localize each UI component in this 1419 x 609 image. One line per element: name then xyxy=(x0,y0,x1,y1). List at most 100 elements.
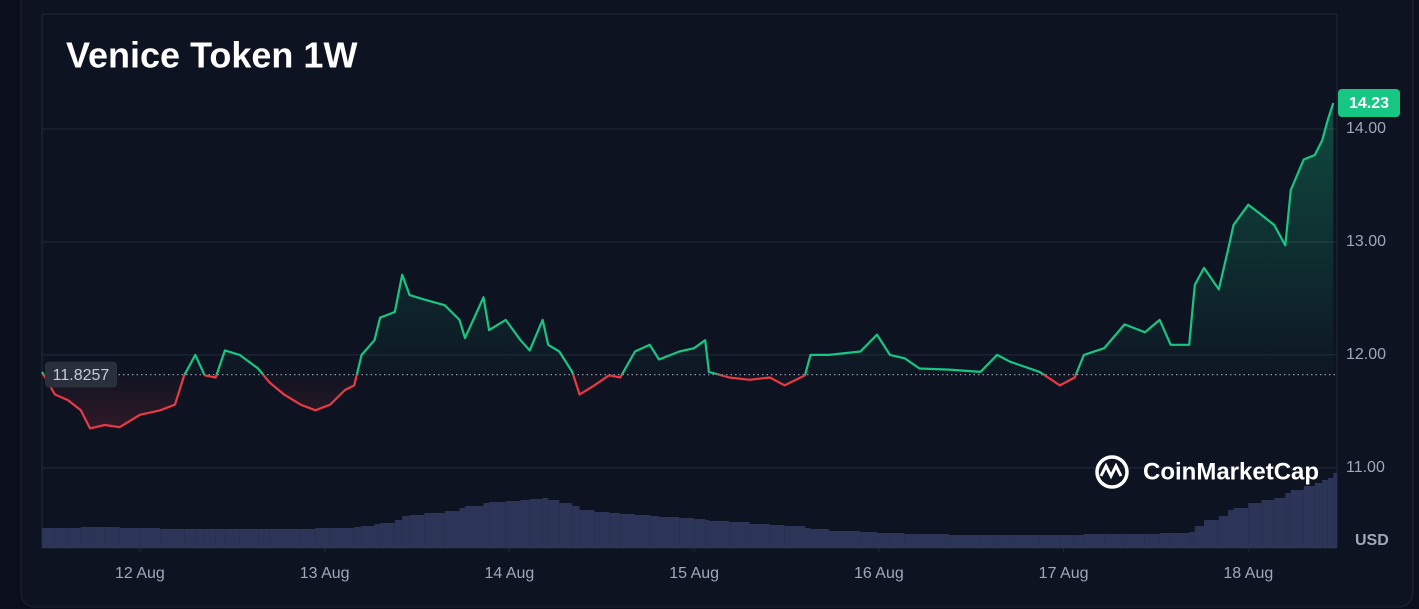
volume-bar xyxy=(361,526,375,548)
plot: 11.8257 14.23 xyxy=(41,88,1400,430)
volume-bar xyxy=(184,529,196,548)
last-price-label: 14.23 xyxy=(1349,95,1389,112)
volume-bar xyxy=(1104,534,1125,548)
volume-bar xyxy=(1327,478,1334,548)
volume-bar xyxy=(344,528,355,548)
volume-bar xyxy=(424,513,445,548)
volume-bar xyxy=(804,528,811,548)
volume-bar xyxy=(1274,498,1286,548)
x-tick-label: 12 Aug xyxy=(115,565,165,582)
volume-bar xyxy=(904,534,920,548)
volume-bar xyxy=(1218,516,1229,548)
volume-bar xyxy=(1010,535,1040,548)
volume-bar xyxy=(1248,503,1262,548)
watermark: CoinMarketCap xyxy=(1143,458,1319,485)
volume-bar xyxy=(1228,510,1234,548)
volume xyxy=(42,473,1337,548)
volume-bar xyxy=(997,535,1011,548)
volume-bar xyxy=(54,528,68,548)
volume-bar xyxy=(635,515,650,548)
volume-bar xyxy=(80,527,91,548)
volume-bar xyxy=(749,524,770,548)
volume-bar xyxy=(1333,473,1337,548)
volume-bar xyxy=(330,528,345,548)
volume-bar xyxy=(649,516,660,548)
volume-bar xyxy=(980,535,998,548)
volume-bar xyxy=(520,500,530,548)
volume-bar xyxy=(949,535,981,548)
volume-bar xyxy=(860,532,878,548)
volume-bar xyxy=(90,527,105,548)
x-tick-label: 15 Aug xyxy=(669,565,719,582)
volume-bar xyxy=(258,529,270,548)
volume-bar xyxy=(889,533,905,548)
card xyxy=(20,0,1414,608)
volume-bar xyxy=(609,513,621,548)
x-tick-label: 13 Aug xyxy=(300,565,350,582)
volume-bar xyxy=(1285,493,1291,548)
x-tick-label: 18 Aug xyxy=(1223,565,1273,582)
volume-bar xyxy=(1290,490,1304,548)
x-tick-label: 17 Aug xyxy=(1039,565,1089,582)
volume-bar xyxy=(1039,535,1060,548)
volume-bar xyxy=(1124,534,1145,548)
volume-bar xyxy=(300,529,316,548)
x-tick-label: 16 Aug xyxy=(854,565,904,582)
volume-bar xyxy=(729,522,750,548)
volume-bar xyxy=(505,501,521,548)
volume-bar xyxy=(465,506,484,548)
volume-bar xyxy=(542,498,549,548)
reference-label: 11.8257 xyxy=(53,367,110,384)
price-line xyxy=(41,102,1335,430)
volume-bar xyxy=(380,523,395,548)
volume-bar xyxy=(559,503,573,548)
volume-bar xyxy=(810,529,829,548)
volume-bar xyxy=(215,529,225,548)
reference-label-box xyxy=(45,361,117,388)
volume-bar xyxy=(572,506,580,548)
volume-bar xyxy=(175,529,185,548)
y-tick-label: 14.00 xyxy=(1346,120,1386,137)
volume-bar xyxy=(1083,534,1105,548)
volume-bar xyxy=(705,520,709,548)
volume-bar xyxy=(694,519,706,548)
volume-bar xyxy=(269,529,285,548)
volume-bar xyxy=(1074,535,1084,548)
volume-bar xyxy=(1189,532,1195,548)
volume-bar xyxy=(354,527,362,548)
chart-title: Venice Token 1W xyxy=(66,35,357,76)
volume-bar xyxy=(119,528,140,548)
volume-bar xyxy=(483,503,490,548)
volume-bar xyxy=(204,529,216,548)
volume-bar xyxy=(1170,533,1190,548)
volume-bar xyxy=(402,516,410,548)
volume-bar xyxy=(139,528,161,548)
volume-bar xyxy=(1159,533,1171,548)
watermark-logo xyxy=(1095,455,1129,489)
volume-bar xyxy=(1059,535,1075,548)
volume-bar xyxy=(409,515,425,548)
volume-bar xyxy=(529,499,543,548)
volume-bar xyxy=(659,517,680,548)
watermark-logo-mark xyxy=(1099,462,1123,480)
volume-bar xyxy=(1203,520,1219,548)
volume-bar xyxy=(489,502,506,548)
volume-bar xyxy=(877,533,890,548)
volume-bar xyxy=(42,528,55,548)
volume-bar xyxy=(315,528,331,548)
volume-bar xyxy=(594,512,610,548)
x-tick-label: 14 Aug xyxy=(484,565,534,582)
area xyxy=(42,103,1334,429)
volume-bar xyxy=(459,508,466,548)
volume-bar xyxy=(1303,486,1315,548)
volume-bar xyxy=(1314,483,1323,548)
volume-bar xyxy=(769,525,785,548)
volume-bar xyxy=(1194,526,1204,548)
last-price-box xyxy=(1338,88,1400,117)
volume-bar xyxy=(1261,500,1275,548)
volume-bar xyxy=(67,528,81,548)
volume-bar xyxy=(620,514,636,548)
volume-bar xyxy=(1233,508,1249,548)
volume-bar xyxy=(104,527,120,548)
